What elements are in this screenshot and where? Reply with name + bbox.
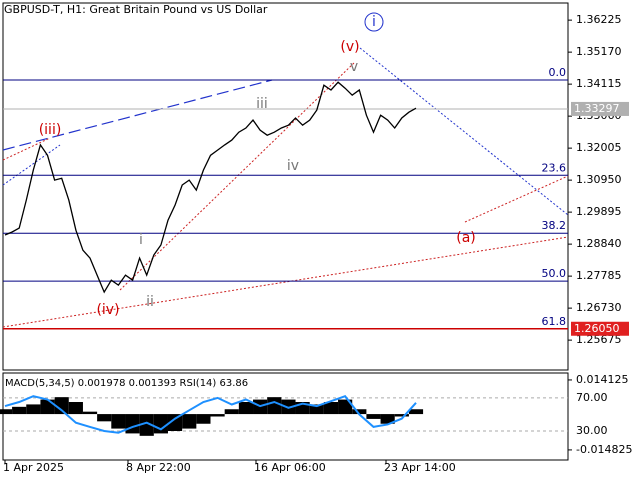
fib-label: 61.8 xyxy=(542,315,567,328)
y-tick-label: 1.29895 xyxy=(576,205,622,218)
wave-circle xyxy=(364,12,384,32)
macd-bar xyxy=(196,414,211,424)
macd-bar xyxy=(125,414,140,434)
fib-label: 23.6 xyxy=(542,161,567,174)
macd-bar xyxy=(352,409,367,415)
macd-bar xyxy=(394,414,409,417)
rsi-tick-label: 70.00 xyxy=(576,391,608,404)
wave-label: ii xyxy=(146,294,154,310)
y-tick-label: 1.36225 xyxy=(576,13,622,26)
macd-bar xyxy=(153,414,168,434)
macd-bar xyxy=(210,414,225,417)
chart-title: GBPUSD-T, H1: Great Britain Pound vs US … xyxy=(4,3,268,16)
y-tick-label: 1.27785 xyxy=(576,269,622,282)
macd-bar xyxy=(26,404,41,415)
wave-label: iv xyxy=(287,158,299,174)
macd-bar xyxy=(267,397,282,415)
fib-label: 38.2 xyxy=(542,219,567,232)
macd-bar xyxy=(366,414,381,419)
macd-bar xyxy=(380,414,395,424)
trend-line xyxy=(359,47,569,216)
macd-tick-label: -0.014825 xyxy=(576,443,632,456)
y-tick-label: 1.32005 xyxy=(576,141,622,154)
price-line xyxy=(4,81,417,294)
y-tick-label: 1.34115 xyxy=(576,77,622,90)
wave-label: iii xyxy=(256,96,268,112)
y-tick-label: 1.26730 xyxy=(576,301,622,314)
macd-bar xyxy=(54,397,69,415)
wave-label: v xyxy=(350,59,358,75)
price-pane xyxy=(2,2,569,371)
price-box xyxy=(571,321,629,336)
wave-label: i xyxy=(139,232,143,248)
x-tick-label: 23 Apr 14:00 xyxy=(384,461,456,474)
macd-bar xyxy=(338,399,353,415)
macd-bar xyxy=(0,409,13,415)
wave-label: (iii) xyxy=(39,122,62,138)
macd-bar xyxy=(68,402,83,415)
macd-bar xyxy=(182,414,197,429)
macd-bar xyxy=(408,409,424,415)
macd-bar xyxy=(82,411,98,415)
channel-line xyxy=(119,61,356,291)
x-tick-label: 16 Apr 06:00 xyxy=(254,461,326,474)
macd-bar xyxy=(12,406,27,415)
macd-bar xyxy=(323,402,339,415)
y-tick-label: 1.30950 xyxy=(576,173,622,186)
wave-label: (iv) xyxy=(96,302,119,318)
macd-bar xyxy=(111,414,126,429)
rsi-line xyxy=(4,395,417,434)
channel-line xyxy=(2,137,51,161)
rsi-tick-label: 30.00 xyxy=(576,424,608,437)
support-price-label: 1.26050 xyxy=(574,322,620,335)
channel-line xyxy=(464,175,569,223)
wave-label: (v) xyxy=(340,39,359,55)
macd-tick-label: 0.014125 xyxy=(576,373,629,386)
trend-line xyxy=(2,79,273,151)
macd-bar xyxy=(97,414,112,422)
y-tick-label: 1.35170 xyxy=(576,45,622,58)
y-tick-label: 1.28840 xyxy=(576,237,622,250)
y-tick-label: 1.25675 xyxy=(576,333,622,346)
fib-label: 50.0 xyxy=(542,267,567,280)
channel-line xyxy=(2,236,569,328)
current-price-label: 1.33297 xyxy=(574,102,620,115)
x-tick-label: 8 Apr 22:00 xyxy=(126,461,191,474)
macd-bar xyxy=(238,402,254,415)
wave-label: (a) xyxy=(456,230,476,246)
indicator-title: MACD(5,34,5) 0.001978 0.001393 RSI(14) 6… xyxy=(5,378,248,389)
macd-bar xyxy=(139,414,154,436)
wave-label: i xyxy=(372,14,376,30)
fib-label: 0.0 xyxy=(549,66,567,79)
macd-bar xyxy=(224,409,239,415)
macd-bar xyxy=(167,414,183,431)
macd-bar xyxy=(309,404,324,415)
x-tick-label: 1 Apr 2025 xyxy=(3,461,64,474)
macd-bar xyxy=(40,399,55,415)
price-box xyxy=(571,101,629,116)
